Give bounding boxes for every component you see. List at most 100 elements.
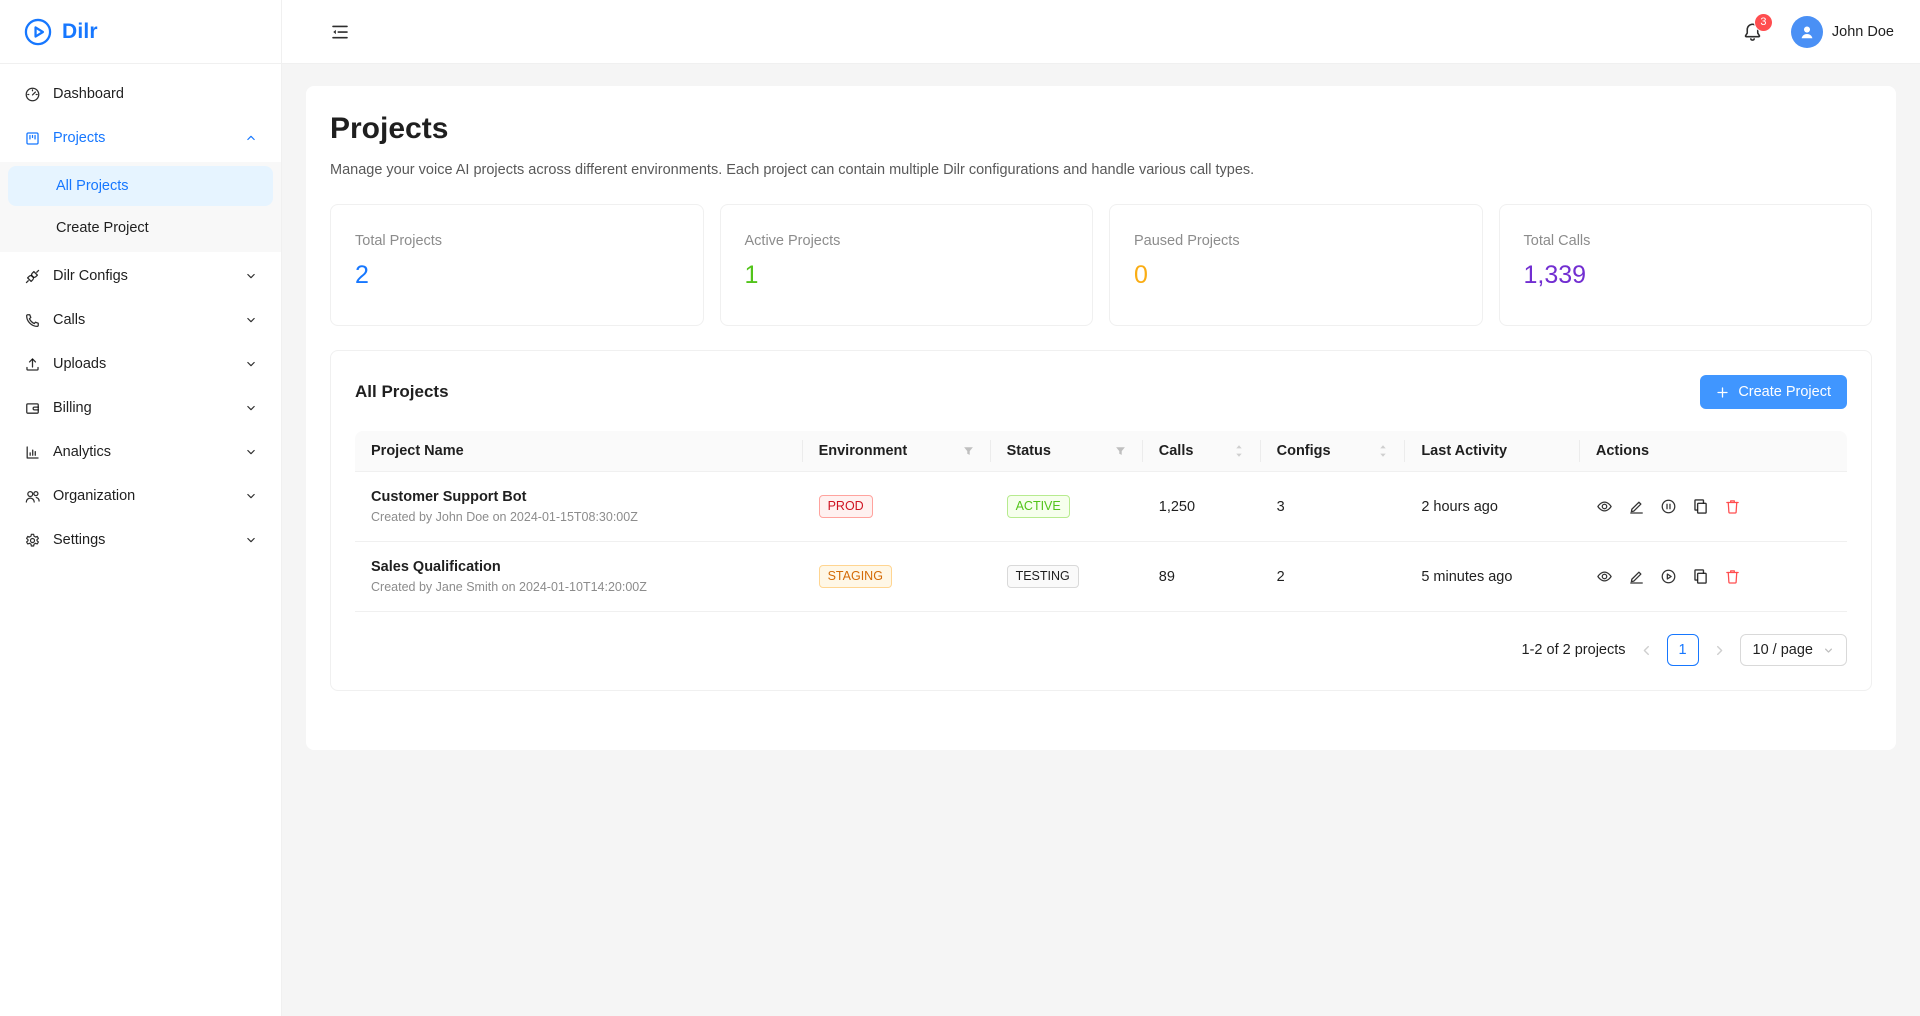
menu-fold-button[interactable] bbox=[330, 22, 350, 42]
wallet-icon bbox=[24, 400, 41, 417]
sidebar-item-all-projects[interactable]: All Projects bbox=[8, 166, 273, 206]
sidebar-item-dilr-configs[interactable]: Dilr Configs bbox=[8, 256, 273, 296]
row-actions bbox=[1596, 568, 1831, 585]
stat-value: 0 bbox=[1134, 261, 1148, 289]
submenu-item-label: Create Project bbox=[56, 220, 149, 236]
configs-count: 3 bbox=[1276, 498, 1285, 515]
filter-icon[interactable] bbox=[1114, 445, 1127, 458]
next-page-button[interactable] bbox=[1713, 644, 1726, 657]
delete-icon[interactable] bbox=[1724, 568, 1741, 585]
team-icon bbox=[24, 488, 41, 505]
sidebar-item-calls[interactable]: Calls bbox=[8, 300, 273, 340]
delete-icon[interactable] bbox=[1724, 498, 1741, 515]
stat-card-total-projects: Total Projects 2 bbox=[330, 204, 704, 326]
pagination: 1-2 of 2 projects 1 10 / page bbox=[355, 634, 1847, 666]
projects-table: Project Name Environment bbox=[355, 431, 1847, 612]
stat-label: Paused Projects bbox=[1134, 233, 1240, 249]
sidebar-menu: Dashboard Projects All Projects C bbox=[0, 64, 281, 574]
copy-icon[interactable] bbox=[1692, 568, 1709, 585]
sidebar-item-billing[interactable]: Billing bbox=[8, 388, 273, 428]
chevron-down-icon bbox=[245, 490, 257, 502]
project-name[interactable]: Customer Support Bot bbox=[371, 489, 527, 505]
stat-value: 1,339 bbox=[1523, 261, 1587, 289]
dashboard-icon bbox=[24, 86, 41, 103]
column-header-actions: Actions bbox=[1579, 431, 1847, 472]
table-row: Customer Support Bot Created by John Doe… bbox=[355, 472, 1847, 542]
stat-value: 1 bbox=[744, 261, 759, 289]
chevron-down-icon bbox=[245, 358, 257, 370]
chevron-up-icon bbox=[245, 132, 257, 144]
stat-card-total-calls: Total Calls 1,339 bbox=[1498, 204, 1872, 326]
status-badge: ACTIVE bbox=[1006, 495, 1070, 518]
topbar-right: 3 John Doe bbox=[1742, 13, 1894, 48]
calls-count: 1,250 bbox=[1158, 498, 1196, 515]
bar-chart-icon bbox=[24, 444, 41, 461]
stat-card-paused-projects: Paused Projects 0 bbox=[1109, 204, 1483, 326]
sidebar-item-settings[interactable]: Settings bbox=[8, 520, 273, 560]
play-circle-icon[interactable] bbox=[1660, 568, 1677, 585]
stat-label: Active Projects bbox=[744, 233, 841, 249]
brand-logo[interactable]: Dilr bbox=[0, 0, 281, 64]
sidebar-item-label: Dashboard bbox=[53, 86, 124, 102]
column-header-last-activity: Last Activity bbox=[1405, 431, 1580, 472]
configs-count: 2 bbox=[1276, 568, 1285, 585]
content: Projects Manage your voice AI projects a… bbox=[282, 64, 1920, 1016]
last-activity: 5 minutes ago bbox=[1421, 568, 1513, 585]
row-actions bbox=[1596, 498, 1831, 515]
create-project-button-label: Create Project bbox=[1738, 384, 1831, 400]
chevron-down-icon bbox=[245, 270, 257, 282]
chevron-down-icon bbox=[245, 534, 257, 546]
projects-submenu: All Projects Create Project bbox=[0, 162, 281, 252]
project-created-text: Created by Jane Smith on 2024-01-10T14:2… bbox=[371, 580, 647, 594]
sidebar-item-label: Dilr Configs bbox=[53, 268, 128, 284]
stat-label: Total Projects bbox=[355, 233, 443, 249]
sorter-icon[interactable] bbox=[1233, 443, 1245, 459]
upload-icon bbox=[24, 356, 41, 373]
environment-badge: PROD bbox=[818, 495, 873, 518]
user-name: John Doe bbox=[1831, 23, 1894, 40]
create-project-button[interactable]: Create Project bbox=[1700, 375, 1847, 409]
view-icon[interactable] bbox=[1596, 498, 1613, 515]
sidebar-item-uploads[interactable]: Uploads bbox=[8, 344, 273, 384]
notifications-button[interactable]: 3 bbox=[1742, 13, 1772, 43]
stat-label: Total Calls bbox=[1523, 233, 1591, 249]
column-header-project-name: Project Name bbox=[355, 431, 803, 472]
sorter-icon[interactable] bbox=[1377, 443, 1389, 459]
notification-badge: 3 bbox=[1754, 13, 1772, 31]
last-activity: 2 hours ago bbox=[1421, 498, 1498, 515]
filter-icon[interactable] bbox=[962, 445, 975, 458]
sidebar-item-organization[interactable]: Organization bbox=[8, 476, 273, 516]
page-title: Projects bbox=[330, 112, 449, 145]
user-icon bbox=[1801, 25, 1813, 38]
phone-icon bbox=[24, 312, 41, 329]
copy-icon[interactable] bbox=[1692, 498, 1709, 515]
stats-row: Total Projects 2 Active Projects 1 Pause… bbox=[330, 204, 1872, 326]
section-header: All Projects Create Project bbox=[355, 375, 1847, 409]
sidebar-item-analytics[interactable]: Analytics bbox=[8, 432, 273, 472]
play-circle-logo-icon bbox=[24, 18, 52, 46]
sidebar-item-projects[interactable]: Projects bbox=[8, 118, 273, 158]
sidebar-item-dashboard[interactable]: Dashboard bbox=[8, 74, 273, 114]
pause-circle-icon[interactable] bbox=[1660, 498, 1677, 515]
page-size-select[interactable]: 10 / page bbox=[1739, 634, 1847, 666]
sidebar-item-label: Calls bbox=[53, 312, 86, 328]
user-menu[interactable]: John Doe bbox=[1790, 15, 1894, 48]
project-name[interactable]: Sales Qualification bbox=[371, 559, 501, 575]
topbar: 3 John Doe bbox=[282, 0, 1920, 64]
sidebar-item-label: Projects bbox=[53, 130, 106, 146]
prev-page-button[interactable] bbox=[1640, 644, 1653, 657]
edit-icon[interactable] bbox=[1628, 568, 1645, 585]
api-icon bbox=[24, 268, 41, 285]
view-icon[interactable] bbox=[1596, 568, 1613, 585]
sidebar: Dilr Dashboard Projects bbox=[0, 0, 282, 1016]
page-number-button[interactable]: 1 bbox=[1666, 634, 1699, 666]
edit-icon[interactable] bbox=[1628, 498, 1645, 515]
page-card: Projects Manage your voice AI projects a… bbox=[306, 86, 1896, 750]
project-created-text: Created by John Doe on 2024-01-15T08:30:… bbox=[371, 510, 638, 524]
table-row: Sales Qualification Created by Jane Smit… bbox=[355, 542, 1847, 612]
sidebar-item-label: Organization bbox=[53, 488, 136, 504]
chevron-down-icon bbox=[245, 314, 257, 326]
page-size-value: 10 / page bbox=[1752, 642, 1813, 658]
sidebar-item-create-project[interactable]: Create Project bbox=[8, 208, 273, 248]
